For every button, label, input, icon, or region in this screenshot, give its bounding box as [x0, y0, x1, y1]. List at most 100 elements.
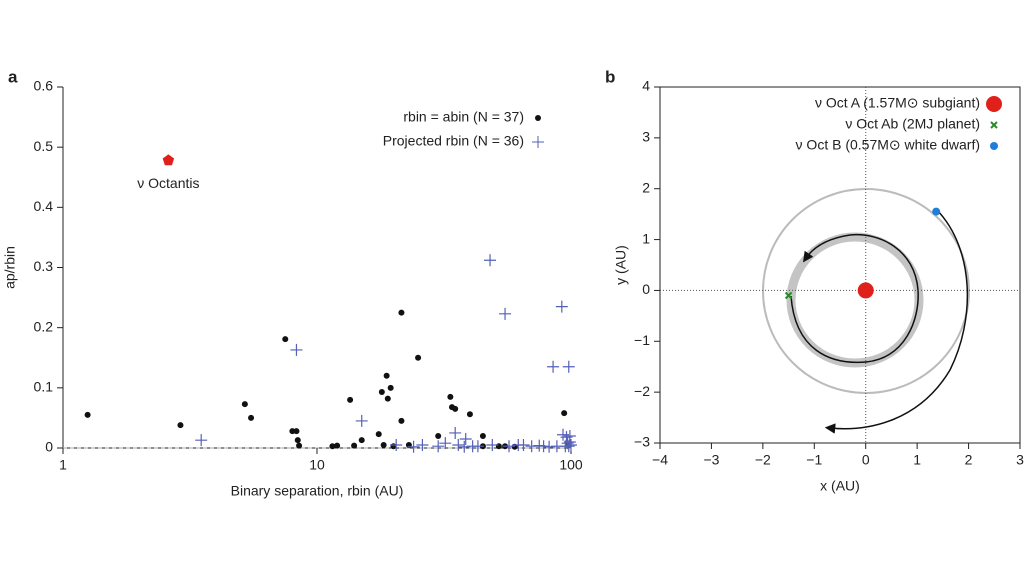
- x-tick-label: −3: [703, 452, 719, 468]
- point: [380, 441, 387, 448]
- x-tick-label: 0: [862, 452, 870, 468]
- point: [484, 254, 497, 267]
- point: [384, 395, 391, 402]
- point: [517, 438, 530, 451]
- legend-marker: [990, 142, 998, 150]
- point: [347, 396, 354, 403]
- point: [387, 384, 394, 391]
- point: [562, 360, 575, 373]
- point: [415, 354, 422, 361]
- point: [452, 405, 459, 412]
- x-axis-label: Binary separation, rbin (AU): [231, 483, 404, 499]
- chart-panel: a 1 10 100 0 0.1 0.2 0.3 0.4 0.5 0.6 Binary separat…: [2, 67, 583, 498]
- point: [932, 207, 941, 216]
- x-tick-label: 3: [1016, 452, 1024, 468]
- point: [282, 336, 289, 343]
- x-tick-label: 1: [59, 457, 67, 473]
- legend-marker: [986, 96, 1002, 112]
- legend-marker: [990, 121, 998, 129]
- point: [495, 443, 502, 450]
- point: [378, 389, 385, 396]
- y-tick-label: 0.5: [34, 138, 54, 154]
- y-tick-label: 1: [642, 230, 650, 246]
- point: [383, 372, 390, 379]
- x-tick-label: −2: [755, 452, 771, 468]
- point: [459, 432, 472, 445]
- point: [439, 437, 452, 450]
- orbits: [762, 188, 970, 434]
- point: [560, 431, 573, 444]
- point: [177, 422, 184, 429]
- legend-label: Projected rbin (N = 36): [383, 133, 524, 149]
- x-tick-label: −1: [806, 452, 822, 468]
- point: [290, 343, 303, 356]
- y-tick-label: 0.6: [34, 78, 54, 94]
- point: [390, 443, 397, 450]
- y-tick-label: −1: [634, 332, 650, 348]
- point: [435, 432, 442, 439]
- legend-label: ν Oct Ab (2MJ planet): [845, 116, 980, 132]
- legend-marker: [986, 96, 1002, 112]
- legend-marker: [535, 115, 541, 121]
- point: [784, 291, 793, 300]
- point: [390, 438, 403, 451]
- point: [296, 442, 303, 449]
- legend-marker: [535, 115, 541, 121]
- point: [555, 300, 568, 313]
- point: [334, 442, 341, 449]
- point: [486, 438, 499, 451]
- point: [525, 440, 538, 453]
- point: [471, 440, 484, 453]
- legend-marker: [990, 142, 998, 150]
- point: [398, 417, 405, 424]
- point: [355, 414, 368, 427]
- planet-arc: [790, 233, 919, 364]
- point: [329, 443, 336, 450]
- point: [248, 414, 255, 421]
- point: [432, 440, 445, 453]
- point: [565, 438, 577, 451]
- x-tick-label: 100: [559, 457, 583, 473]
- point: [547, 360, 560, 373]
- y-axis-label: ap/rbin: [2, 246, 18, 289]
- y-tick-label: −3: [634, 434, 650, 450]
- point: [563, 435, 576, 448]
- x-tick-label: −4: [652, 452, 668, 468]
- x-tick-label: 2: [965, 452, 973, 468]
- y-tick-label: 4: [642, 78, 650, 94]
- legend-label: ν Oct A (1.57M⊙ subgiant): [815, 95, 980, 111]
- x-tick-label: 10: [309, 457, 325, 473]
- point: [561, 437, 574, 450]
- point: [466, 411, 473, 418]
- legend-marker: [990, 121, 998, 129]
- point: [416, 438, 429, 451]
- point: [375, 431, 382, 438]
- point: [499, 307, 512, 320]
- y-tick-label: 0.4: [34, 198, 54, 214]
- y-tick-label: −2: [634, 383, 650, 399]
- y-tick-label: 3: [642, 129, 650, 145]
- panel-letter: b: [605, 67, 615, 86]
- point: [857, 282, 874, 299]
- y-tick-label: 0.3: [34, 258, 54, 274]
- annotation: ν Octantis: [137, 175, 199, 191]
- x-tick-label: 1: [913, 452, 921, 468]
- x-axis-label: x (AU): [820, 478, 860, 494]
- point: [452, 438, 465, 451]
- point: [407, 440, 420, 453]
- point: [447, 393, 454, 400]
- point: [449, 426, 462, 439]
- y-axis-label: y (AU): [613, 245, 629, 285]
- point: [358, 437, 365, 444]
- legend-label: ν Oct B (0.57M⊙ white dwarf): [796, 137, 980, 153]
- point: [561, 410, 568, 417]
- legend-label: rbin = abin (N = 37): [403, 109, 524, 125]
- plot-frame: [659, 86, 1021, 444]
- point: [543, 440, 556, 453]
- point: [502, 440, 515, 453]
- y-tick-label: 0: [45, 439, 53, 455]
- y-tick-label: 0.2: [34, 318, 54, 334]
- y-tick-label: 0: [642, 281, 650, 297]
